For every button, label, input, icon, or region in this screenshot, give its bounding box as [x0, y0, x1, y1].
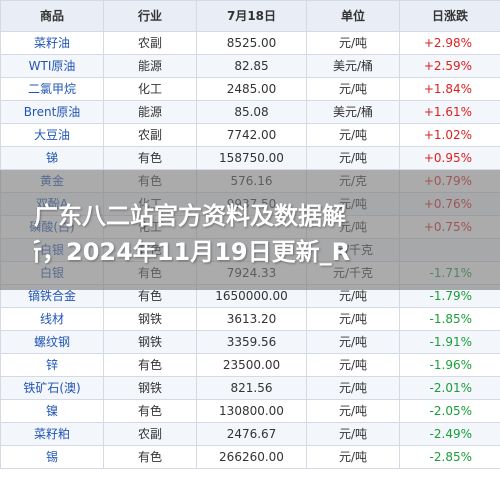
table-header-row: 商品 行业 7月18日 单位 日涨跌	[0, 0, 500, 32]
daily-change-cell: -2.85%	[399, 445, 500, 469]
unit-cell: 元/吨	[306, 146, 400, 170]
daily-change-cell: -1.91%	[399, 330, 500, 354]
price-cell: 85.08	[196, 100, 307, 124]
industry-cell: 农副	[103, 123, 197, 147]
daily-change-cell: +0.95%	[399, 146, 500, 170]
table-row[interactable]: 线材 钢铁 3613.20 元/吨 -1.85%	[0, 307, 500, 331]
commodity-name-cell[interactable]: 锡	[0, 445, 104, 469]
commodity-name-cell[interactable]: Brent原油	[0, 100, 104, 124]
unit-cell: 元/吨	[306, 445, 400, 469]
table-row[interactable]: 锑有色 158750.00 元/吨 +0.95%	[0, 146, 500, 170]
unit-cell: 元/吨	[306, 330, 400, 354]
commodity-name-cell[interactable]: 大豆油	[0, 123, 104, 147]
watermark-text: 广东八二站官方资料及数据解 析，2024年11月19日更新_R	[34, 199, 484, 271]
price-cell: 130800.00	[196, 399, 307, 423]
table-row[interactable]: WTI原油 能源 82.85 美元/桶 +2.59%	[0, 54, 500, 78]
daily-change-cell: +1.61%	[399, 100, 500, 124]
price-cell: 8525.00	[196, 31, 307, 55]
industry-cell: 有色	[103, 399, 197, 423]
daily-change-cell: -2.01%	[399, 376, 500, 400]
table-row[interactable]: 铁矿石(澳) 钢铁 821.56 元/吨 -2.01%	[0, 376, 500, 400]
daily-change-cell: -2.05%	[399, 399, 500, 423]
industry-cell: 有色	[103, 146, 197, 170]
unit-cell: 元/吨	[306, 307, 400, 331]
table-row[interactable]: 菜籽油 农副 8525.00 元/吨 +2.98%	[0, 31, 500, 55]
column-header-unit[interactable]: 单位	[306, 0, 400, 32]
unit-cell: 元/吨	[306, 399, 400, 423]
unit-cell: 元/吨	[306, 31, 400, 55]
daily-change-cell: -2.49%	[399, 422, 500, 446]
industry-cell: 化工	[103, 77, 197, 101]
table-row[interactable]: Brent原油 能源 85.08 美元/桶 +1.61%	[0, 100, 500, 124]
watermark-line-1: 广东八二站官方资料及数据解	[34, 202, 346, 230]
commodity-name-cell[interactable]: 锌	[0, 353, 104, 377]
watermark-banner	[0, 170, 500, 290]
column-header-date[interactable]: 7月18日	[196, 0, 307, 32]
unit-cell: 元/吨	[306, 123, 400, 147]
daily-change-cell: +1.02%	[399, 123, 500, 147]
table-row[interactable]: 锡有色 266260.00 元/吨 -2.85%	[0, 445, 500, 469]
unit-cell: 美元/桶	[306, 54, 400, 78]
price-cell: 23500.00	[196, 353, 307, 377]
table-row[interactable]: 大豆油 农副 7742.00 元/吨 +1.02%	[0, 123, 500, 147]
industry-cell: 钢铁	[103, 330, 197, 354]
commodity-name-cell[interactable]: 线材	[0, 307, 104, 331]
unit-cell: 美元/桶	[306, 100, 400, 124]
industry-cell: 农副	[103, 422, 197, 446]
price-cell: 266260.00	[196, 445, 307, 469]
table-row[interactable]: 二氯甲烷 化工 2485.00 元/吨 +1.84%	[0, 77, 500, 101]
daily-change-cell: +2.98%	[399, 31, 500, 55]
industry-cell: 有色	[103, 353, 197, 377]
unit-cell: 元/吨	[306, 376, 400, 400]
commodity-name-cell[interactable]: 锑	[0, 146, 104, 170]
daily-change-cell: +2.59%	[399, 54, 500, 78]
industry-cell: 钢铁	[103, 376, 197, 400]
price-cell: 158750.00	[196, 146, 307, 170]
daily-change-cell: -1.85%	[399, 307, 500, 331]
commodity-name-cell[interactable]: 菜籽油	[0, 31, 104, 55]
industry-cell: 农副	[103, 31, 197, 55]
commodity-name-cell[interactable]: 二氯甲烷	[0, 77, 104, 101]
unit-cell: 元/吨	[306, 422, 400, 446]
price-cell: 82.85	[196, 54, 307, 78]
unit-cell: 元/吨	[306, 77, 400, 101]
commodity-name-cell[interactable]: 螺纹钢	[0, 330, 104, 354]
column-header-commodity[interactable]: 商品	[0, 0, 104, 32]
price-cell: 2485.00	[196, 77, 307, 101]
table-row[interactable]: 螺纹钢 钢铁 3359.56 元/吨 -1.91%	[0, 330, 500, 354]
watermark-line-2: 析，2024年11月19日更新_R	[34, 238, 351, 266]
price-cell: 3613.20	[196, 307, 307, 331]
commodity-name-cell[interactable]: 铁矿石(澳)	[0, 376, 104, 400]
price-cell: 3359.56	[196, 330, 307, 354]
unit-cell: 元/吨	[306, 353, 400, 377]
price-cell: 2476.67	[196, 422, 307, 446]
daily-change-cell: -1.96%	[399, 353, 500, 377]
industry-cell: 能源	[103, 100, 197, 124]
price-cell: 7742.00	[196, 123, 307, 147]
table-row[interactable]: 锌有色 23500.00 元/吨 -1.96%	[0, 353, 500, 377]
price-cell: 821.56	[196, 376, 307, 400]
column-header-daily-change[interactable]: 日涨跌	[399, 0, 500, 32]
table-row[interactable]: 菜籽粕 农副 2476.67 元/吨 -2.49%	[0, 422, 500, 446]
column-header-industry[interactable]: 行业	[103, 0, 197, 32]
industry-cell: 有色	[103, 445, 197, 469]
commodity-name-cell[interactable]: 菜籽粕	[0, 422, 104, 446]
industry-cell: 钢铁	[103, 307, 197, 331]
daily-change-cell: +1.84%	[399, 77, 500, 101]
industry-cell: 能源	[103, 54, 197, 78]
commodity-name-cell[interactable]: 镍	[0, 399, 104, 423]
table-row[interactable]: 镍有色 130800.00 元/吨 -2.05%	[0, 399, 500, 423]
commodity-name-cell[interactable]: WTI原油	[0, 54, 104, 78]
